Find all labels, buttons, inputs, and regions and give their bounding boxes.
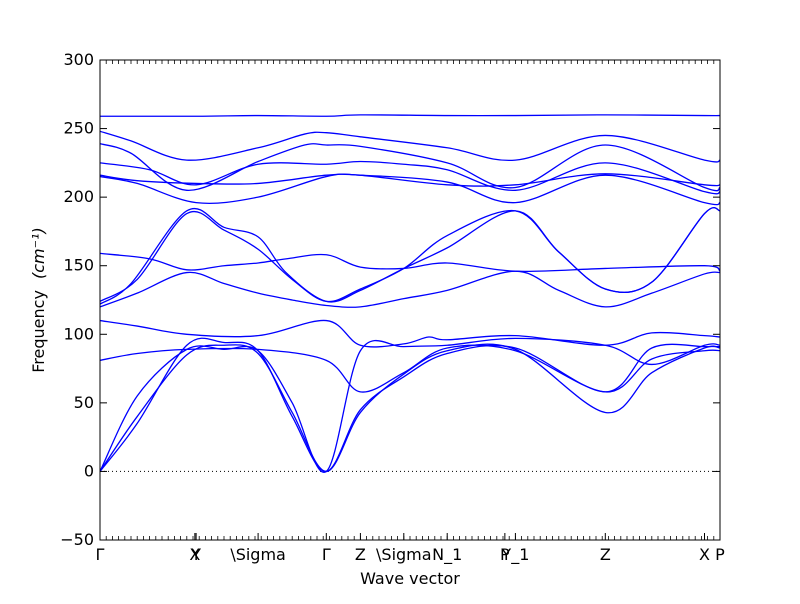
band-line-8 (99, 206, 721, 303)
band-line-11 (99, 319, 721, 348)
band-line-15 (99, 337, 721, 473)
x-tick-label: Y (190, 545, 201, 564)
y-tick-label: 200 (63, 187, 94, 206)
svg-text:Frequency (cm⁻¹): Frequency (cm⁻¹) (29, 227, 48, 372)
plot-frame (99, 59, 721, 541)
band-lines (99, 114, 721, 473)
x-axis-ticks: Γ XY \Sigma Γ Z \Sigma N_1 PY_1 Z X P (96, 60, 725, 565)
x-tick-label: X (189, 545, 200, 564)
band-line-12 (99, 344, 721, 393)
y-axis-label-group: Frequency (cm⁻¹) (29, 227, 48, 372)
band-line-2 (99, 130, 721, 163)
x-axis-label: Wave vector (360, 569, 460, 588)
x-tick-label: \Sigma (376, 545, 432, 564)
band-line-6 (99, 173, 721, 206)
x-tick-label: Γ (322, 545, 331, 564)
y-tick-label: −50 (60, 530, 94, 549)
y-tick-label: 300 (63, 50, 94, 69)
y-axis-unit: (cm⁻¹) (29, 227, 48, 279)
y-tick-label: 150 (63, 256, 94, 275)
y-tick-label: 100 (63, 324, 94, 343)
band-line-13 (99, 337, 721, 473)
band-line-7 (99, 252, 721, 273)
band-line-9 (99, 206, 721, 305)
y-tick-label: 50 (74, 393, 94, 412)
band-line-10 (99, 270, 721, 308)
x-tick-label: P (500, 545, 510, 564)
x-tick-label: N_1 (432, 545, 462, 565)
x-tick-label: X (699, 545, 710, 564)
x-tick-label: Z (355, 545, 366, 564)
y-axis-label: Frequency (29, 290, 48, 373)
y-axis-ticks: −50 0 50 100 150 200 250 300 (60, 50, 720, 549)
x-tick-label: Z (600, 545, 611, 564)
x-tick-label: P (715, 545, 725, 564)
x-tick-label: Γ (96, 545, 105, 564)
band-line-14 (99, 343, 721, 473)
y-tick-label: 0 (84, 461, 94, 480)
band-line-4 (99, 160, 721, 195)
x-tick-label: Y_1 (500, 545, 529, 565)
band-line-3 (99, 143, 721, 192)
y-tick-label: 250 (63, 119, 94, 138)
band-line-5 (99, 173, 721, 187)
x-tick-label: \Sigma (230, 545, 286, 564)
band-line-1 (99, 114, 721, 117)
